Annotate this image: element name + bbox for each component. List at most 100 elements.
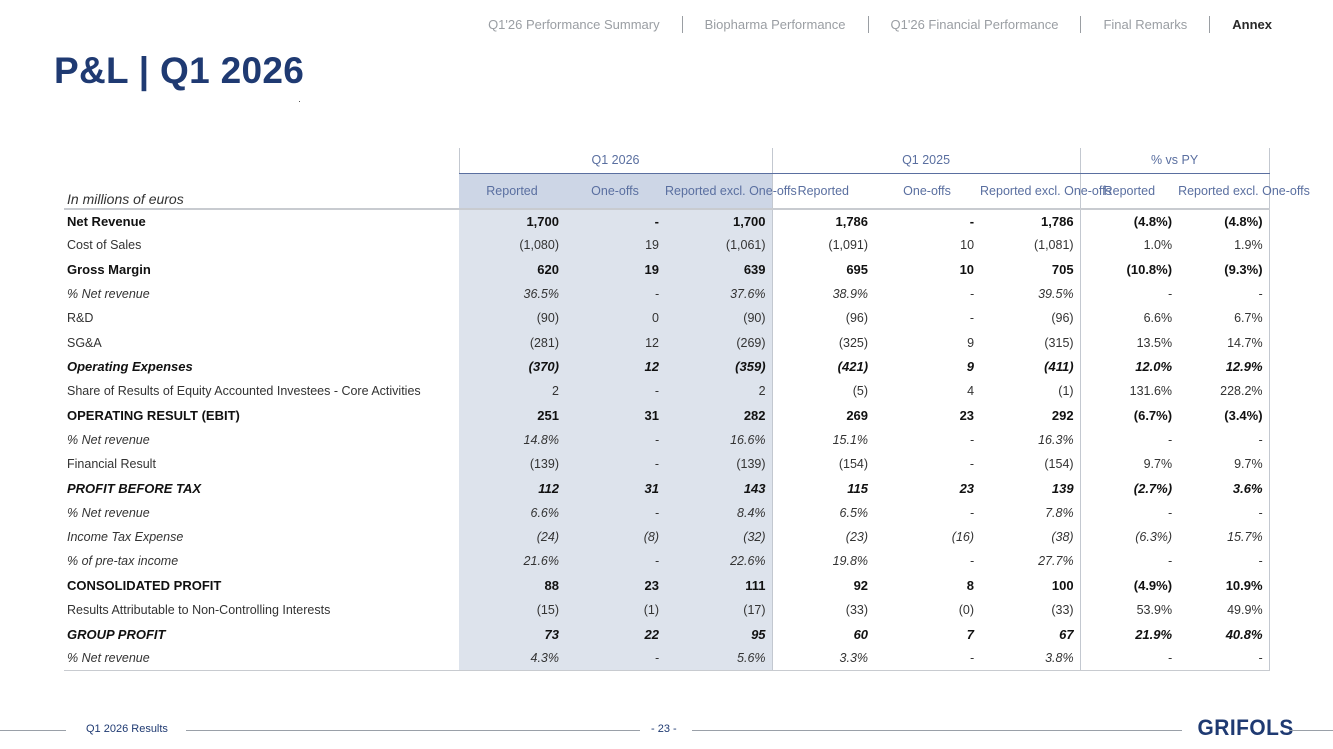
table-cell: 111: [665, 573, 773, 598]
table-cell: (33): [980, 597, 1081, 623]
table-cell: (32): [665, 524, 773, 550]
table-cell: 6.5%: [839, 505, 869, 520]
table-cell: (90): [665, 306, 773, 331]
table-cell: -: [969, 214, 975, 230]
table-cell: (16): [951, 530, 975, 544]
table-cell: 143: [665, 476, 773, 501]
nav-item-annex[interactable]: Annex: [1232, 16, 1272, 32]
nav-item-financial-performance[interactable]: Q1'26 Financial Performance: [890, 16, 1059, 32]
grifols-logo: GRIFOLS: [1197, 715, 1294, 740]
table-cell: -: [1178, 500, 1270, 525]
table-cell: 14.8%: [459, 427, 565, 452]
row-label: % Net revenue: [64, 646, 459, 672]
table-cell: 95: [665, 622, 773, 647]
table-cell: 705: [980, 257, 1081, 282]
table-row: R&D (90) 0 (90) (96) - (96) 6.6% 6.7%: [64, 306, 1270, 331]
table-cell: (5): [852, 384, 869, 399]
top-navigation: Q1'26 Performance Summary Biopharma Perf…: [440, 14, 1290, 34]
table-cell: (2.7%): [1133, 480, 1173, 496]
table-cell: (325): [838, 335, 869, 350]
row-label: Share of Results of Equity Accounted Inv…: [67, 384, 421, 399]
table-cell: -: [969, 457, 975, 472]
table-cell: 4.3%: [459, 646, 565, 672]
row-label: R&D: [67, 311, 94, 326]
table-cell: (269): [665, 330, 773, 355]
table-cell: 31: [565, 403, 665, 428]
table-cell: 23: [959, 408, 975, 424]
table-cell: (1): [565, 597, 665, 623]
table-cell: 292: [980, 403, 1081, 428]
table-cell: (90): [459, 306, 565, 331]
page-number: - 23 -: [651, 723, 677, 735]
nav-item-biopharma[interactable]: Biopharma Performance: [704, 16, 846, 32]
header-blank: [64, 148, 459, 173]
table-cell: 14.7%: [1178, 330, 1270, 355]
table-cell: (281): [459, 330, 565, 355]
table-cell: 1.0%: [1143, 238, 1173, 253]
table-cell: 10: [959, 262, 975, 278]
table-cell: 7: [966, 626, 975, 642]
table-cell: 1,700: [665, 209, 773, 234]
table-cell: 1.9%: [1178, 233, 1270, 258]
table-row: Income Tax Expense (24) (8) (32) (23) (16) (38…: [64, 524, 1270, 550]
table-cell: 115: [847, 480, 869, 496]
table-cell: 31: [565, 476, 665, 501]
table-cell: 251: [459, 403, 565, 428]
table-cell: 0: [565, 306, 665, 331]
table-cell: -: [565, 451, 665, 477]
decorative-dot: [299, 101, 300, 102]
table-cell: 16.6%: [665, 427, 773, 452]
table-cell: (1,061): [665, 233, 773, 258]
table-row: CONSOLIDATED PROFIT 88 23 111 92 8 100 (4.9%) 10…: [64, 573, 1270, 598]
row-label: Net Revenue: [67, 214, 146, 230]
table-cell: 40.8%: [1178, 622, 1270, 647]
subheader-reported-2025: Reported: [772, 173, 875, 210]
table-cell: 12: [565, 354, 665, 380]
table-cell: 9.7%: [1143, 457, 1173, 472]
table-cell: (9.3%): [1178, 257, 1270, 282]
table-cell: 23: [959, 480, 975, 496]
table-cell: 10: [960, 238, 975, 253]
subheader-excl-2026: Reported excl. One-offs: [665, 173, 797, 210]
table-cell: 620: [459, 257, 565, 282]
table-cell: (1): [980, 379, 1081, 404]
table-cell: -: [565, 281, 665, 307]
table-row: % Net revenue 36.5% -37.6% 38.9% -39.5% - -: [64, 281, 1270, 307]
table-cell: 16.3%: [980, 427, 1081, 452]
footer-rule-right: [692, 730, 1182, 731]
table-row: % Net revenue 4.3% -5.6% 3.3% -3.8% - -: [64, 646, 1270, 672]
table-cell: -: [969, 554, 975, 569]
table-cell: -: [1178, 427, 1270, 452]
subheader-oneoffs-2025: One-offs: [874, 173, 981, 210]
table-cell: (421): [837, 359, 869, 375]
table-cell: 12: [565, 330, 665, 355]
table-cell: 10.9%: [1178, 573, 1270, 598]
table-row: % Net revenue 6.6% -8.4% 6.5% -7.8% - -: [64, 500, 1270, 525]
table-cell: 15.1%: [832, 432, 869, 447]
table-cell: (6.3%): [1135, 530, 1173, 544]
row-label: Financial Result: [67, 457, 156, 472]
table-row: SG&A (281) 12 (269) (325) 9 (315) 13.5% 14.7%: [64, 330, 1270, 355]
row-label: GROUP PROFIT: [67, 626, 166, 642]
nav-item-final-remarks[interactable]: Final Remarks: [1103, 16, 1188, 32]
table-cell: -: [1080, 646, 1179, 672]
table-cell: 37.6%: [665, 281, 773, 307]
table-cell: 228.2%: [1178, 379, 1270, 404]
row-label: Cost of Sales: [67, 238, 142, 253]
table-cell: 19: [565, 233, 665, 258]
table-cell: -: [874, 646, 981, 672]
subheader-row: In millions of euros Reported One-offs R…: [64, 173, 1310, 210]
table-cell: 12.9%: [1178, 354, 1270, 380]
nav-separator: [681, 15, 683, 33]
table-cell: -: [969, 311, 975, 326]
nav-item-performance-summary[interactable]: Q1'26 Performance Summary: [488, 16, 660, 32]
footer-rule-end: [1290, 730, 1333, 731]
table-cell: 3.3%: [772, 646, 875, 672]
row-label: Results Attributable to Non-Controlling …: [67, 602, 331, 617]
table-cell: (1,091): [828, 238, 869, 253]
table-cell: (23): [845, 530, 869, 544]
table-cell: 13.5%: [1136, 335, 1173, 350]
table-cell: 131.6%: [1129, 384, 1173, 399]
table-cell: -: [565, 209, 665, 234]
row-label: Income Tax Expense: [67, 530, 184, 544]
